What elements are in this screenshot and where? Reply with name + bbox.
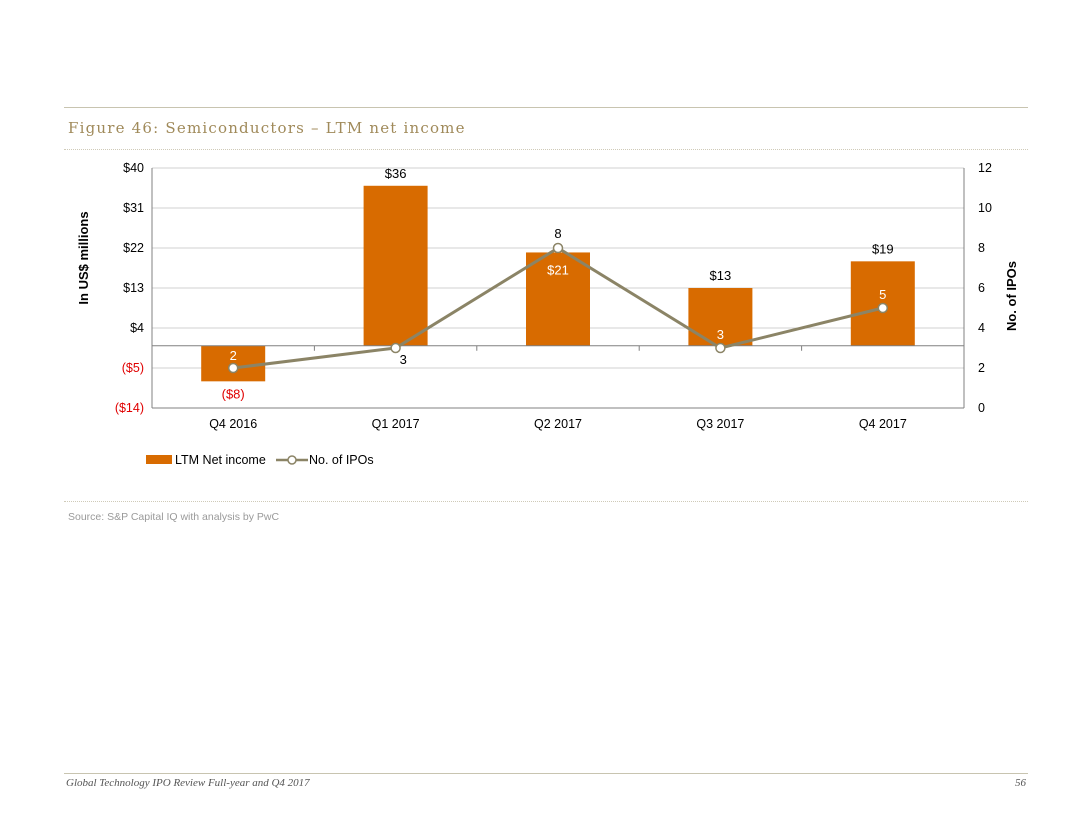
axes	[151, 168, 965, 409]
y-tick-label: $4	[130, 321, 144, 335]
line-data-label: 3	[400, 352, 407, 367]
legend-bar-label: LTM Net income	[175, 453, 266, 467]
category-ticks: Q4 2016 Q1 2017 Q2 2017 Q3 2017 Q4 2017	[209, 417, 907, 431]
data-labels: ($8) $36 $21 $13 $19 2 3 8 3 5	[222, 166, 894, 402]
x-tick-label: Q1 2017	[372, 417, 420, 431]
y2-tick-label: 4	[978, 321, 985, 335]
legend: LTM Net income No. of IPOs	[146, 453, 374, 467]
ipo-point	[390, 342, 401, 354]
y-axis-label: In US$ millions	[76, 211, 91, 304]
bar-data-label: $13	[710, 268, 732, 283]
ipo-point	[877, 302, 889, 314]
source-divider	[64, 501, 1028, 502]
ipo-point	[715, 342, 726, 354]
x-tick-label: Q4 2016	[209, 417, 257, 431]
legend-bar-swatch	[146, 455, 172, 464]
y-tick-label: ($5)	[122, 361, 144, 375]
right-axis-ticks: 0 2 4 6 8 10 12	[978, 161, 992, 415]
bar-data-label: ($8)	[222, 386, 245, 401]
line-data-label: 8	[554, 226, 561, 241]
ipo-point	[227, 362, 239, 374]
y2-axis-label: No. of IPOs	[1004, 261, 1019, 331]
bar-series	[201, 185, 915, 382]
left-axis-ticks: ($14) ($5) $4 $13 $22 $31 $40	[115, 161, 144, 415]
title-divider	[64, 149, 1028, 150]
figure-title: Figure 46: Semiconductors – LTM net inco…	[68, 119, 466, 137]
line-data-label: 5	[879, 287, 886, 302]
page-number: 56	[1015, 777, 1026, 789]
bar-data-label: $36	[385, 166, 407, 181]
source-note: Source: S&P Capital IQ with analysis by …	[68, 511, 280, 523]
legend-line-label: No. of IPOs	[309, 453, 374, 467]
chart: ($14) ($5) $4 $13 $22 $31 $40 0 2 4 6 8 10 12 ($8) $3…	[76, 161, 1019, 467]
legend-line-marker	[287, 455, 297, 465]
footer-rule	[64, 773, 1028, 774]
x-tick-label: Q3 2017	[696, 417, 744, 431]
x-tick-label: Q2 2017	[534, 417, 582, 431]
x-tick-label: Q4 2017	[859, 417, 907, 431]
grid-lines	[152, 167, 964, 369]
y2-tick-label: 2	[978, 361, 985, 375]
bar	[526, 252, 590, 346]
ipo-point	[552, 242, 564, 254]
y2-tick-label: 8	[978, 241, 985, 255]
top-rule	[64, 107, 1028, 108]
footer-text: Global Technology IPO Review Full-year a…	[66, 777, 310, 789]
y-tick-label: $22	[123, 241, 144, 255]
bar-data-label: $19	[872, 241, 894, 256]
y2-tick-label: 0	[978, 401, 985, 415]
bar	[363, 185, 428, 346]
line-data-label: 2	[230, 348, 237, 363]
line-data-label: 3	[717, 327, 724, 342]
y-tick-label: ($14)	[115, 401, 144, 415]
y2-tick-label: 6	[978, 281, 985, 295]
y2-tick-label: 10	[978, 201, 992, 215]
bar-data-label: $21	[547, 262, 569, 277]
y-tick-label: $13	[123, 281, 144, 295]
y2-tick-label: 12	[978, 161, 992, 175]
y-tick-label: $31	[123, 201, 144, 215]
y-tick-label: $40	[123, 161, 144, 175]
line-series	[227, 242, 889, 374]
